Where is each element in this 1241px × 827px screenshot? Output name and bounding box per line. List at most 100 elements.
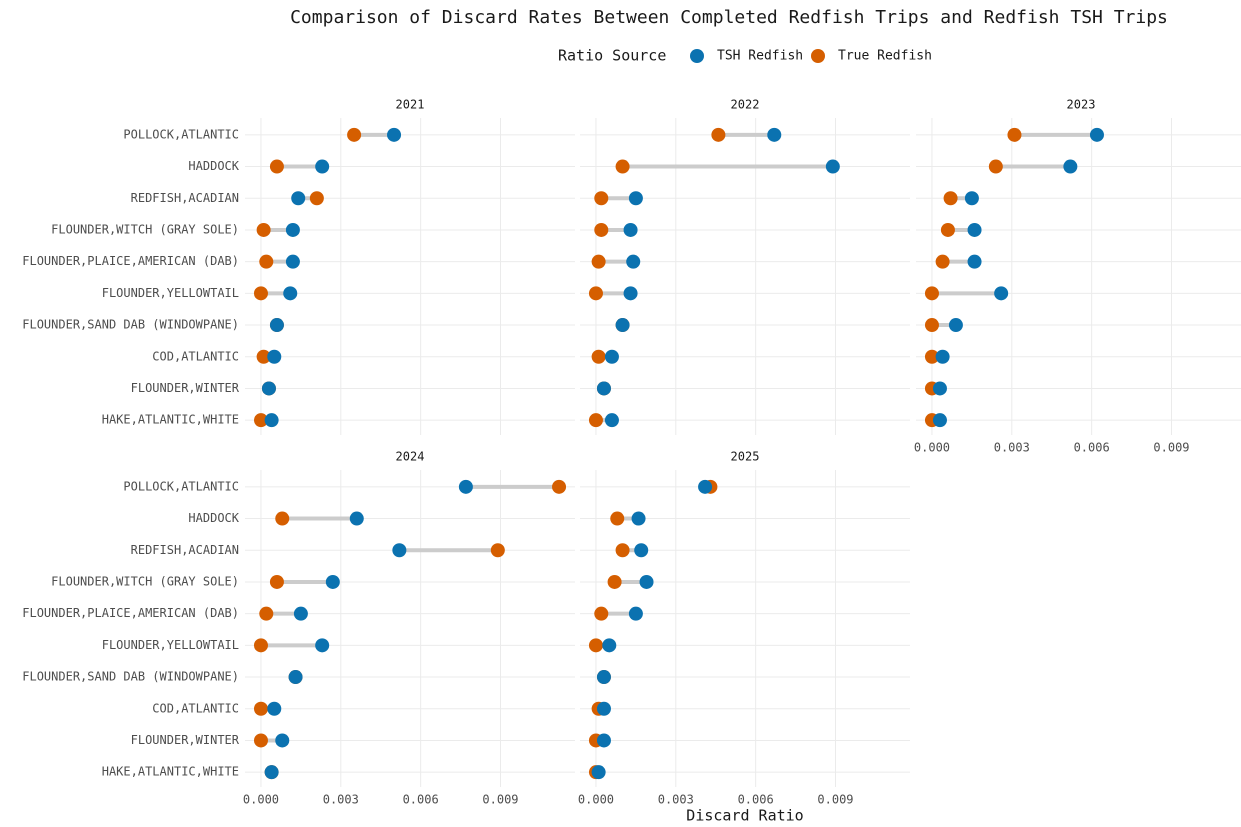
point	[588, 638, 603, 653]
point	[935, 349, 950, 364]
point	[591, 765, 606, 780]
x-tick-label: 0.009	[817, 793, 853, 807]
point	[711, 127, 726, 142]
point	[253, 701, 268, 716]
point	[267, 349, 282, 364]
point	[1089, 127, 1104, 142]
legend-label: TSH Redfish	[717, 49, 803, 64]
point	[309, 191, 324, 206]
point	[264, 413, 279, 428]
point	[825, 159, 840, 174]
point	[615, 159, 630, 174]
point	[924, 318, 939, 333]
point	[988, 159, 1003, 174]
point	[275, 733, 290, 748]
legend-title: Ratio Source	[558, 47, 666, 65]
point	[639, 574, 654, 589]
point	[631, 511, 646, 526]
point	[698, 479, 713, 494]
point	[932, 381, 947, 396]
point	[948, 318, 963, 333]
y-tick-label: FLOUNDER,WITCH (GRAY SOLE)	[51, 574, 239, 588]
point	[315, 638, 330, 653]
point	[634, 543, 649, 558]
point	[626, 254, 641, 269]
y-tick-label: FLOUNDER,WINTER	[131, 381, 240, 395]
point	[1007, 127, 1022, 142]
point	[1063, 159, 1078, 174]
point	[275, 511, 290, 526]
point	[591, 349, 606, 364]
point	[253, 413, 268, 428]
point	[610, 511, 625, 526]
point	[392, 543, 407, 558]
y-tick-label: COD,ATLANTIC	[152, 349, 239, 363]
point	[588, 286, 603, 301]
point	[259, 606, 274, 621]
facet-title: 2023	[1067, 98, 1096, 112]
point	[604, 413, 619, 428]
y-tick-label: FLOUNDER,PLAICE,AMERICAN (DAB)	[22, 606, 239, 620]
x-tick-label: 0.000	[243, 793, 279, 807]
chart-title: Comparison of Discard Rates Between Comp…	[290, 7, 1168, 28]
point	[552, 479, 567, 494]
point	[940, 222, 955, 237]
legend-marker	[690, 49, 704, 63]
point	[964, 191, 979, 206]
point	[261, 381, 276, 396]
point	[594, 191, 609, 206]
y-tick-label: FLOUNDER,SAND DAB (WINDOWPANE)	[22, 318, 239, 332]
point	[283, 286, 298, 301]
point	[924, 349, 939, 364]
point	[264, 765, 279, 780]
point	[935, 254, 950, 269]
facet-title: 2021	[396, 98, 425, 112]
point	[325, 574, 340, 589]
point	[615, 318, 630, 333]
x-tick-label: 0.000	[914, 441, 950, 455]
point	[253, 638, 268, 653]
point	[269, 159, 284, 174]
x-tick-label: 0.009	[1153, 441, 1189, 455]
facet-title: 2025	[731, 450, 760, 464]
y-tick-label: FLOUNDER,WINTER	[131, 733, 240, 747]
point	[253, 733, 268, 748]
point	[932, 413, 947, 428]
point	[588, 413, 603, 428]
y-tick-label: HADDOCK	[188, 511, 239, 525]
facet-title: 2024	[396, 450, 425, 464]
point	[490, 543, 505, 558]
x-tick-label: 0.006	[403, 793, 439, 807]
point	[967, 254, 982, 269]
point	[285, 222, 300, 237]
point	[256, 222, 271, 237]
point	[967, 222, 982, 237]
x-tick-label: 0.006	[738, 793, 774, 807]
point	[596, 381, 611, 396]
x-tick-label: 0.003	[994, 441, 1030, 455]
point	[349, 511, 364, 526]
point	[315, 159, 330, 174]
y-tick-label: FLOUNDER,YELLOWTAIL	[102, 638, 239, 652]
point	[628, 191, 643, 206]
point	[604, 349, 619, 364]
y-tick-label: COD,ATLANTIC	[152, 701, 239, 715]
point	[943, 191, 958, 206]
point	[285, 254, 300, 269]
y-tick-label: HADDOCK	[188, 159, 239, 173]
point	[602, 638, 617, 653]
y-tick-label: FLOUNDER,WITCH (GRAY SOLE)	[51, 222, 239, 236]
point	[256, 349, 271, 364]
point	[924, 286, 939, 301]
y-tick-label: FLOUNDER,SAND DAB (WINDOWPANE)	[22, 670, 239, 684]
y-tick-label: POLLOCK,ATLANTIC	[123, 127, 239, 141]
point	[293, 606, 308, 621]
x-tick-label: 0.006	[1074, 441, 1110, 455]
y-tick-label: HAKE,ATLANTIC,WHITE	[102, 413, 239, 427]
facet-title: 2022	[731, 98, 760, 112]
x-tick-label: 0.003	[323, 793, 359, 807]
point	[615, 543, 630, 558]
legend-marker	[811, 49, 825, 63]
point	[291, 191, 306, 206]
